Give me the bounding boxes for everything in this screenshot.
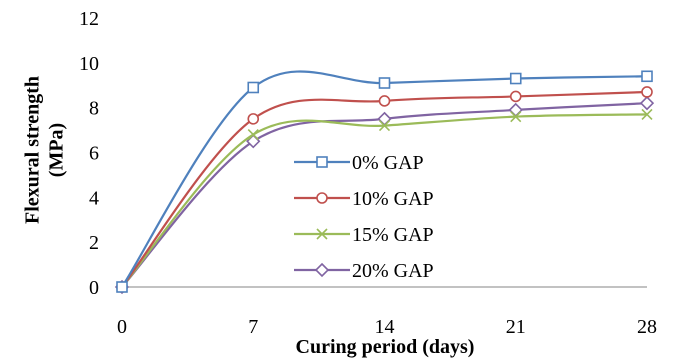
legend-item: 15% GAP xyxy=(294,224,434,246)
legend-item: 20% GAP xyxy=(294,260,434,282)
data-point-marker xyxy=(247,129,259,141)
series-line xyxy=(121,90,648,288)
legend-item: 10% GAP xyxy=(294,188,434,210)
legend-marker xyxy=(316,192,328,204)
data-point-marker xyxy=(247,81,260,94)
x-tick-label: 14 xyxy=(375,316,395,338)
legend-marker xyxy=(316,228,328,240)
y-axis-title-line: (MPa) xyxy=(46,123,68,177)
y-axis-tick-labels: 0 2 4 6 8 10 12 xyxy=(79,8,99,299)
legend: 0% GAP 10% GAP 15% GAP 20% GAP xyxy=(294,152,434,282)
legend-item: 0% GAP xyxy=(294,152,424,174)
data-point-marker xyxy=(641,70,653,83)
x-axis-title: Curing period (days) xyxy=(296,336,475,358)
data-point-marker xyxy=(116,281,128,293)
y-tick-label: 2 xyxy=(89,232,99,254)
data-point-marker xyxy=(378,120,391,132)
data-point-marker xyxy=(508,102,523,118)
y-tick-label: 8 xyxy=(89,98,99,120)
x-tick-label: 7 xyxy=(248,316,258,338)
data-point-marker xyxy=(641,86,653,98)
y-tick-label: 6 xyxy=(89,143,99,165)
data-point-marker xyxy=(509,90,522,103)
series-0-gap xyxy=(116,70,653,293)
data-point-marker xyxy=(510,111,522,123)
y-axis-title-line: Flexural strength xyxy=(22,76,44,224)
y-tick-label: 10 xyxy=(79,53,99,75)
x-tick-label: 21 xyxy=(506,316,526,338)
legend-label: 15% GAP xyxy=(352,224,434,246)
x-axis-tick-labels: 0 7 14 21 28 xyxy=(117,316,657,338)
data-point-marker xyxy=(378,95,391,107)
data-point-marker xyxy=(639,96,655,111)
x-tick-label: 28 xyxy=(637,316,657,338)
y-tick-label: 12 xyxy=(79,8,99,30)
series-group xyxy=(114,70,655,295)
y-tick-label: 4 xyxy=(89,187,99,209)
legend-marker xyxy=(316,156,328,168)
data-point-marker xyxy=(247,113,260,125)
y-axis-title: Flexural strength (MPa) xyxy=(22,76,68,224)
data-point-marker xyxy=(378,77,391,89)
data-point-marker xyxy=(509,72,522,85)
legend-marker xyxy=(314,262,330,278)
series-line xyxy=(121,113,648,288)
data-point-marker xyxy=(377,111,392,127)
data-point-marker xyxy=(641,108,653,120)
x-tick-label: 0 xyxy=(117,316,127,338)
y-tick-label: 0 xyxy=(89,277,99,299)
legend-label: 20% GAP xyxy=(352,260,434,282)
series-15-gap xyxy=(116,108,653,293)
legend-label: 0% GAP xyxy=(352,152,424,174)
legend-label: 10% GAP xyxy=(352,188,434,210)
series-line xyxy=(121,70,648,288)
